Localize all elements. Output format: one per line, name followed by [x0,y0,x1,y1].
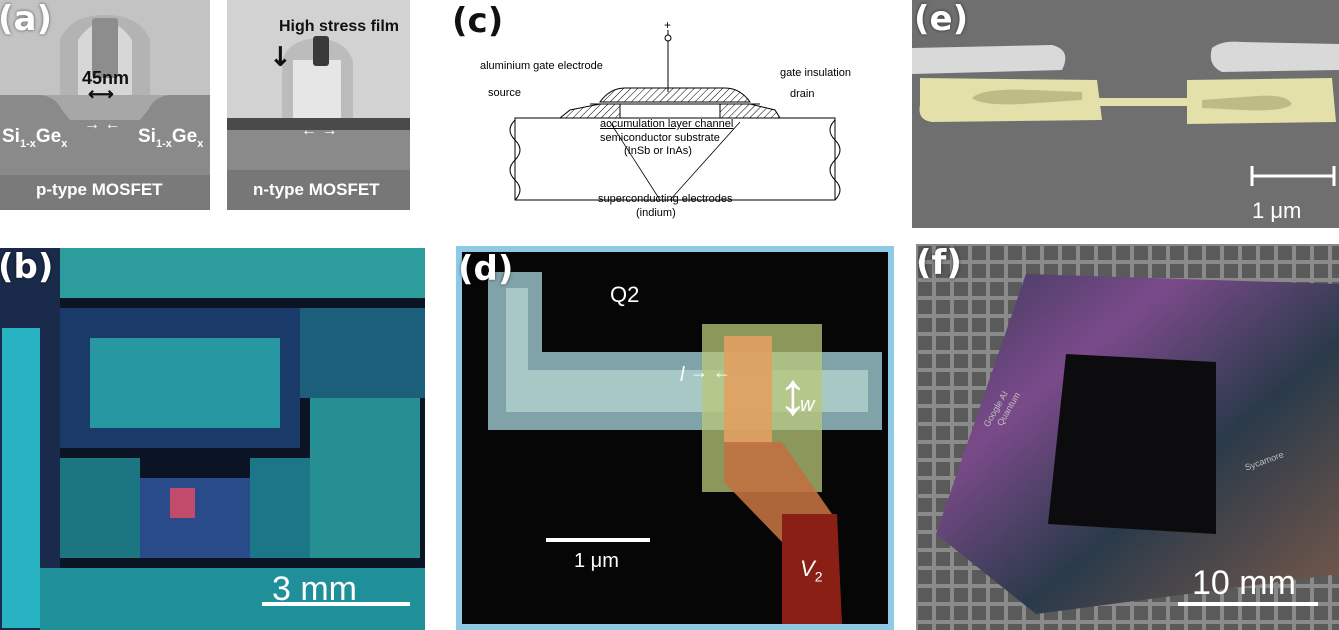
material-right-label: Si1-xGex [138,126,204,150]
dimension-label: 45nm [82,68,130,88]
label-electrodes-material: (indium) [636,207,676,219]
panel-e-label: (e) [914,0,969,39]
l-label: l [680,364,685,386]
sem-nanowire [912,0,1339,228]
panel-a-label: (a) [0,0,53,39]
scalebar-b [262,602,410,606]
panel-a-left-image: 45nm ⟷ → ← Si1-xGex Si1-xGex p-type MOSF… [0,0,210,210]
panel-f-label: (f) [916,243,962,283]
scalebar-f [1178,602,1318,606]
qubit-sem [488,272,882,624]
quantum-chip-photo [916,244,1339,630]
label-substrate-material: (InSb or InAs) [624,145,692,157]
scalebar-e [1250,166,1336,186]
panel-b-image: 3 mm [0,248,425,630]
panel-a-right-image: High stress film ↙ ← → n-type MOSFET [227,0,410,210]
n-mosfet-tem [227,0,410,210]
dimension-arrow: ⟷ [88,84,114,104]
n-mosfet-caption: n-type MOSFET [253,180,380,199]
w-arrow: ↕ [778,360,808,427]
panel-d-image: Q2 l → ← ↕ w V2 1 μm [456,246,894,630]
w-label: w [800,394,815,416]
panel-e-image: 1 μm [912,0,1339,228]
strain-arrows: → ← [84,116,121,133]
scalebar-b-label: 3 mm [272,570,357,608]
label-source: source [488,87,522,99]
v2-label: V2 [800,556,823,585]
scalebar-f-label: 10 mm [1192,564,1296,602]
panel-c-image: + aluminium gate electrode gate insulati… [450,0,870,230]
material-left-label: Si1-xGex [2,126,68,150]
stress-film-annotation: High stress film [279,18,400,35]
label-drain: drain [790,88,815,100]
scalebar-d [546,538,650,542]
scalebar-e-label: 1 μm [1252,198,1302,223]
scalebar-d-label: 1 μm [574,550,619,572]
label-channel: accumulation layer channel [600,118,734,130]
cpu-die-photo [0,248,425,630]
panel-c-label: (c) [452,1,504,41]
l-arrows: → ← [690,362,732,382]
label-gate-insulation: gate insulation [780,67,851,79]
qubit-label: Q2 [610,282,640,307]
p-mosfet-caption: p-type MOSFET [36,180,163,199]
josephson-fet-schematic [509,30,841,201]
panel-b-label: (b) [0,247,54,287]
label-substrate: semiconductor substrate [600,132,720,144]
tensile-arrows: ← → [301,122,338,139]
label-electrodes: superconducting electrodes [598,193,733,205]
panel-d-label: (d) [458,249,514,289]
label-gate-electrode: aluminium gate electrode [480,60,603,72]
p-mosfet-tem [0,0,210,210]
terminal-plus: + [664,18,672,32]
panel-f-image: Google AI Quantum Sycamore 10 mm [916,244,1339,630]
